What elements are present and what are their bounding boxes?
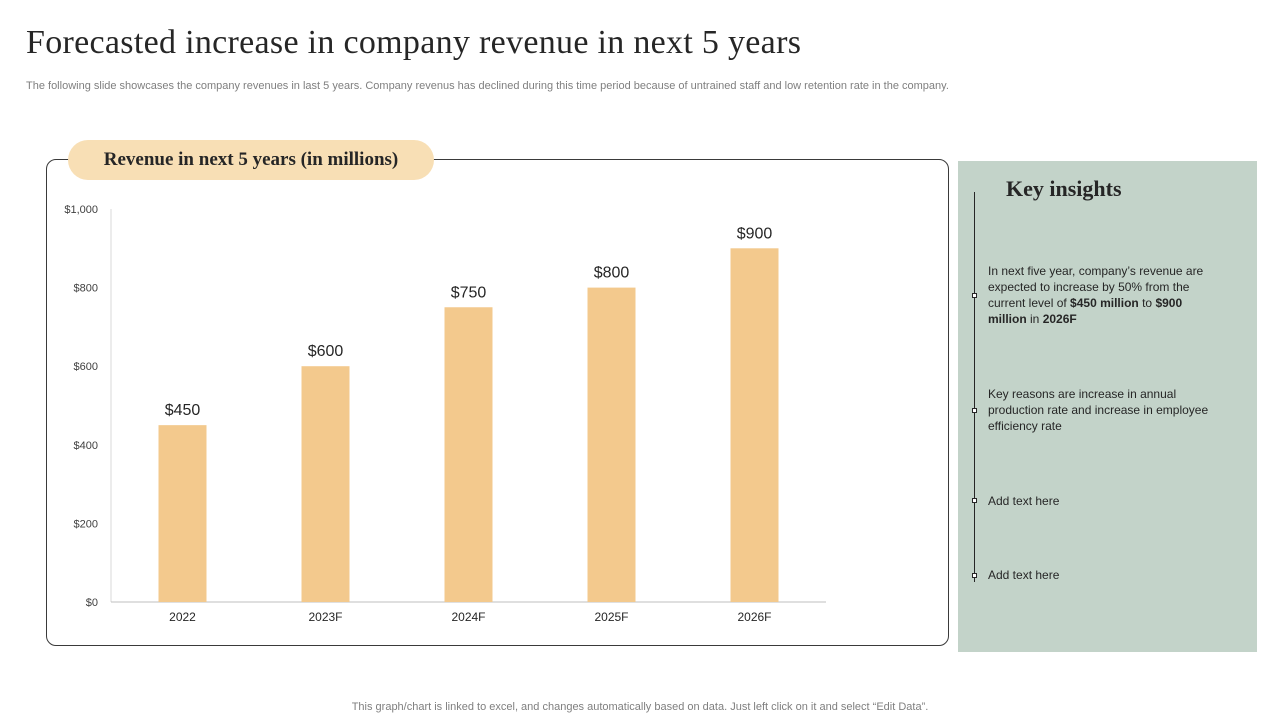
chart-title: Revenue in next 5 years (in millions) <box>68 140 434 180</box>
data-label: $750 <box>451 284 487 301</box>
page-title: Forecasted increase in company revenue i… <box>26 24 802 61</box>
insight-text-run: in <box>1026 312 1043 326</box>
y-tick-label: $600 <box>74 361 98 373</box>
key-insights-title: Key insights <box>1006 176 1122 201</box>
key-insights-panel <box>958 161 1257 652</box>
timeline-marker <box>972 573 977 578</box>
footer-note: This graph/chart is linked to excel, and… <box>351 701 929 713</box>
insight-text-run: In next five year, company’s revenue are… <box>988 264 1204 310</box>
bar <box>158 425 207 602</box>
data-label: $450 <box>165 402 201 419</box>
insights-timeline <box>974 192 975 582</box>
x-tick-label: 2025F <box>594 610 628 624</box>
y-tick-label: $1,000 <box>64 204 98 216</box>
insight-text-run: Key reasons are increase in annual produ… <box>988 387 1209 433</box>
insight-text-run: to <box>1138 296 1156 310</box>
data-label: $600 <box>308 343 344 360</box>
insight-text-run: $450 million <box>1070 296 1139 310</box>
insight-text-run: Add text here <box>988 494 1060 508</box>
data-label: $900 <box>737 225 773 242</box>
timeline-marker <box>972 293 977 298</box>
bar <box>587 287 636 602</box>
x-tick-label: 2024F <box>451 610 485 624</box>
insight-item: In next five year, company’s revenue are… <box>988 263 1218 327</box>
timeline-marker <box>972 498 977 503</box>
data-label: $800 <box>594 265 630 282</box>
x-tick-label: 2023F <box>308 610 342 624</box>
bar <box>730 248 779 603</box>
page-subtitle: The following slide showcases the compan… <box>26 80 949 92</box>
y-tick-label: $200 <box>74 518 98 530</box>
x-tick-label: 2022 <box>169 610 196 624</box>
insight-item: Add text here <box>988 567 1218 583</box>
insight-text-run: 2026F <box>1042 312 1077 326</box>
insight-text-run: Add text here <box>988 568 1060 582</box>
insight-item: Add text here <box>988 493 1218 509</box>
bar <box>444 307 493 602</box>
x-tick-label: 2026F <box>737 610 771 624</box>
timeline-marker <box>972 408 977 413</box>
insight-text-run: $900 million <box>988 296 1183 326</box>
insight-item: Key reasons are increase in annual produ… <box>988 386 1218 434</box>
y-tick-label: $400 <box>74 440 98 452</box>
bar <box>301 366 350 602</box>
y-tick-label: $0 <box>86 597 98 609</box>
y-tick-label: $800 <box>74 283 98 295</box>
